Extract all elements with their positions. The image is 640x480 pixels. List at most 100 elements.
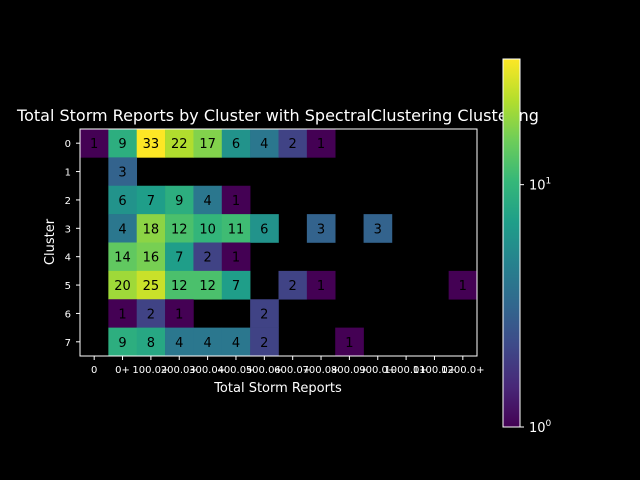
heatmap-cell <box>193 185 223 215</box>
cell-value-label: 3 <box>118 166 126 181</box>
cell-value-label: 16 <box>143 251 160 266</box>
cell-value-label: 8 <box>147 336 155 351</box>
cell-value-label: 4 <box>203 336 211 351</box>
cell-value-label: 7 <box>147 194 155 209</box>
cell-value-label: 2 <box>289 279 297 294</box>
cell-value-label: 1 <box>175 307 183 322</box>
cell-value-label: 7 <box>232 279 240 294</box>
cell-value-label: 1 <box>317 137 325 152</box>
cell-value-label: 6 <box>232 137 240 152</box>
heatmap-cell <box>221 129 251 158</box>
x-tick-label: 700.0+ <box>303 365 340 376</box>
cell-value-label: 33 <box>143 137 160 152</box>
heatmap-cell <box>221 327 251 357</box>
cell-value-label: 14 <box>114 251 131 266</box>
y-tick-label: 2 <box>65 196 71 207</box>
y-tick-label: 0 <box>65 139 71 150</box>
heatmap-cell <box>250 214 279 243</box>
cell-value-label: 12 <box>199 279 216 294</box>
x-axis-label: Total Storm Reports <box>213 381 342 396</box>
x-tick-label: 300.0+ <box>189 365 226 376</box>
cell-value-label: 9 <box>118 336 126 351</box>
heatmap-cell <box>193 270 223 300</box>
x-tick-label: 1000.0+ <box>384 365 427 376</box>
cell-value-label: 9 <box>175 194 183 209</box>
heatmap-cell <box>278 129 308 158</box>
cell-value-label: 4 <box>175 336 183 351</box>
cell-value-label: 2 <box>260 336 268 351</box>
x-tick-label: 200.0+ <box>161 365 198 376</box>
cell-value-label: 1 <box>345 336 353 351</box>
plot-frame <box>79 128 478 357</box>
cell-value-label: 20 <box>114 279 131 294</box>
x-tick-label: 400.0+ <box>217 365 254 376</box>
heatmap-cell <box>306 270 336 300</box>
heatmap-cell <box>278 270 308 300</box>
heatmap-cell <box>306 129 336 158</box>
cell-value-label: 6 <box>260 222 268 237</box>
cell-value-label: 7 <box>175 251 183 266</box>
heatmap-cell <box>221 185 251 215</box>
y-tick-label: 3 <box>65 224 71 235</box>
cell-value-label: 3 <box>374 222 382 237</box>
heatmap-cell <box>136 270 166 300</box>
x-axis-ticks: 0 0+ 100.0+200.0+300.0+400.0+500.0+600.0+7… <box>91 356 485 376</box>
heatmap-cell <box>250 327 279 357</box>
heatmap-cell <box>165 185 194 215</box>
cell-value-label: 4 <box>118 222 126 237</box>
cell-value-label: 2 <box>147 307 155 322</box>
heatmap-cell <box>335 327 364 357</box>
heatmap-cell <box>193 214 223 243</box>
heatmap-cells: 1 9 33 22 17 6 4 2 136 7 9 4 14 18 12 10 11 6 3 314 16 7 2 120 2… <box>80 129 478 357</box>
heatmap-cell <box>136 129 166 158</box>
x-tick-label: 900.0+ <box>359 365 396 376</box>
heatmap-cell <box>108 157 138 187</box>
heatmap-cell <box>250 129 279 158</box>
heatmap-cell <box>250 299 279 328</box>
heatmap-cell <box>448 270 478 300</box>
cell-value-label: 12 <box>171 222 188 237</box>
cell-value-label: 22 <box>171 137 188 152</box>
heatmap-cell <box>136 185 166 215</box>
y-axis-label: Cluster <box>43 218 58 265</box>
cell-value-label: 4 <box>260 137 268 152</box>
y-tick-label: 1 <box>65 168 71 179</box>
cell-value-label: 17 <box>199 137 216 152</box>
cell-value-label: 12 <box>171 279 188 294</box>
cell-value-label: 9 <box>118 137 126 152</box>
cell-value-label: 2 <box>260 307 268 322</box>
x-tick-label: 800.0+ <box>331 365 368 376</box>
heatmap-cell <box>193 242 223 272</box>
cell-value-label: 3 <box>317 222 325 237</box>
heatmap-cell <box>136 242 166 272</box>
heatmap-cell <box>306 214 336 243</box>
heatmap-cell <box>221 242 251 272</box>
heatmap-cell <box>108 214 138 243</box>
heatmap-cell <box>165 270 194 300</box>
heatmap-cell <box>221 270 251 300</box>
cell-value-label: 2 <box>203 251 211 266</box>
heatmap-cell <box>108 129 138 158</box>
cell-value-label: 1 <box>232 251 240 266</box>
heatmap-cell <box>80 129 109 158</box>
heatmap-cell <box>363 214 393 243</box>
cell-value-label: 1 <box>459 279 467 294</box>
x-tick-label: 1200.0+ <box>441 365 484 376</box>
cell-value-label: 10 <box>199 222 216 237</box>
cell-value-label: 4 <box>232 336 240 351</box>
y-tick-label: 6 <box>65 309 71 320</box>
x-tick-label: 0+ <box>115 365 130 376</box>
heatmap-cell <box>165 129 194 158</box>
cell-value-label: 6 <box>118 194 126 209</box>
heatmap-cell <box>165 299 194 328</box>
heatmap-cell <box>108 327 138 357</box>
heatmap-cell <box>193 327 223 357</box>
x-tick-label: 0 <box>91 365 97 376</box>
heatmap-cell <box>108 242 138 272</box>
heatmap-cell <box>108 185 138 215</box>
y-tick-label: 5 <box>65 281 71 292</box>
heatmap-cell <box>136 327 166 357</box>
heatmap-cell <box>193 129 223 158</box>
heatmap-cell <box>136 299 166 328</box>
